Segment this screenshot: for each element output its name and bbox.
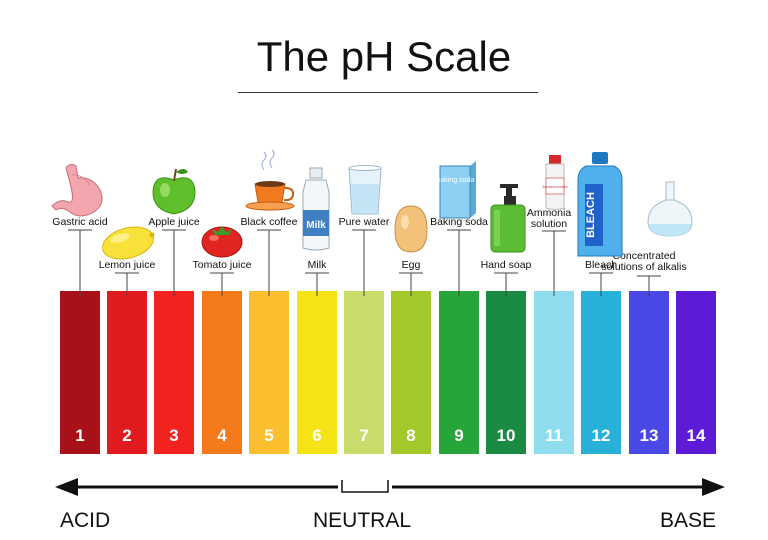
ph-value-4: 4 [217, 426, 227, 445]
milk-bottle-icon: Milk [302, 167, 330, 251]
neutral-label: NEUTRAL [313, 509, 412, 532]
ph-bar-2: 2 [107, 291, 147, 454]
egg-icon [394, 205, 428, 253]
baking-soda-box-label: Baking soda [436, 177, 475, 184]
right-arrowhead [702, 478, 725, 496]
ph-bar-10: 10 [486, 291, 526, 454]
ph-value-13: 13 [639, 426, 659, 445]
substance-label-5: Black coffee [240, 216, 298, 228]
ammonia-bottle-icon: Ammonia solution [542, 155, 568, 210]
connector-lines [68, 229, 661, 296]
substance-label-7: Pure water [338, 216, 390, 228]
ph-bar-8: 8 [391, 291, 431, 454]
ph-value-7: 7 [359, 426, 369, 445]
substance-label-3: Apple juice [148, 216, 200, 228]
ph-bar-14: 14 [676, 291, 716, 454]
bleach-bottle-icon: BLEACH [577, 152, 623, 257]
ph-bar-6: 6 [297, 291, 337, 454]
title-underline [238, 92, 538, 93]
apple-icon [152, 168, 196, 215]
substance-label-4: Tomato juice [192, 259, 252, 271]
ph-value-5: 5 [264, 426, 274, 445]
water-glass-icon [348, 165, 382, 215]
left-arrowhead [55, 478, 78, 496]
substance-label-12: Bleach [584, 259, 618, 271]
ph-bar-13: 13 [629, 291, 669, 454]
milk-bottle-label: Milk [306, 220, 326, 231]
coffee-cup-icon [245, 149, 295, 211]
substance-label-2: Lemon juice [98, 259, 156, 271]
substance-label-13: Concentrated solutions of alkalis [601, 250, 687, 273]
substance-label-6: Milk [307, 259, 327, 271]
base-label: BASE [660, 509, 717, 532]
baking-soda-box-icon: Baking soda [436, 161, 476, 219]
substance-label-9: Baking soda [430, 216, 488, 228]
ph-value-2: 2 [122, 426, 132, 445]
stomach-icon [51, 163, 103, 217]
ph-bar-12: 12 [581, 291, 621, 454]
ph-value-11: 11 [545, 426, 563, 445]
ph-bar-3: 3 [154, 291, 194, 454]
ph-value-12: 12 [591, 426, 611, 445]
ph-value-3: 3 [169, 426, 179, 445]
ph-value-1: 1 [75, 426, 85, 445]
page-title: The pH Scale [256, 33, 512, 80]
ph-bar-5: 5 [249, 291, 289, 454]
ph-bar-4: 4 [202, 291, 242, 454]
soap-dispenser-icon [490, 184, 526, 253]
ph-axis-arrow [55, 478, 725, 496]
ammonia-bottle-label: Ammonia solution [542, 185, 568, 189]
ph-value-9: 9 [454, 426, 464, 445]
tomato-icon [201, 226, 243, 258]
substance-label-10: Hand soap [480, 259, 532, 271]
ph-value-10: 10 [496, 426, 516, 445]
ph-value-14: 14 [686, 426, 706, 445]
lemon-icon [102, 226, 155, 260]
substance-label-8: Egg [401, 259, 421, 271]
ph-bar-7: 7 [344, 291, 384, 454]
ph-bar-1: 1 [60, 291, 100, 454]
ph-bar-9: 9 [439, 291, 479, 454]
bleach-bottle-label: BLEACH [585, 192, 597, 238]
substance-label-11: Ammonia solution [526, 207, 572, 230]
ph-bar-11: 11 [534, 291, 574, 454]
ph-value-6: 6 [312, 426, 322, 445]
acid-label: ACID [60, 509, 111, 532]
flask-icon [647, 181, 693, 237]
substance-label-1: Gastric acid [52, 216, 108, 228]
neutral-bracket [341, 480, 389, 493]
ph-value-8: 8 [406, 426, 416, 445]
